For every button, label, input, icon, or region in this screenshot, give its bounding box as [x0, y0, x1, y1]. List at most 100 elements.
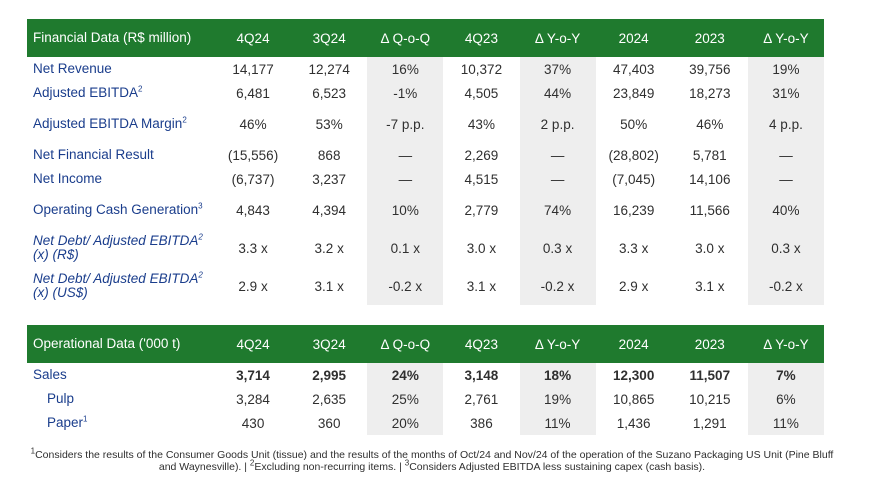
- table-cell: —: [519, 167, 596, 191]
- table-cell: 11%: [519, 411, 596, 435]
- table-cell: 18%: [519, 363, 596, 387]
- col-header-2023: 2023: [694, 30, 725, 46]
- table-cell: 10,215: [689, 391, 731, 407]
- table-cell: 3.3 x: [238, 240, 268, 256]
- table-cell: 10,372: [460, 61, 503, 77]
- table-cell: -0.2 x: [519, 267, 596, 305]
- footnote-marker: 2: [249, 458, 255, 468]
- financial-header-row: Financial Data (R$ million) 4Q24 3Q24 Δ …: [27, 19, 824, 57]
- row-label-sales: Sales: [33, 367, 67, 382]
- table-cell: 3.2 x: [314, 240, 344, 256]
- table-cell: 47,403: [613, 61, 655, 77]
- table-cell: 3,714: [236, 367, 270, 383]
- table-row: Net Revenue 14,177 12,274 16% 10,372 37%…: [27, 57, 824, 81]
- table-cell: 2.9 x: [238, 278, 268, 294]
- table-row: Adjusted EBITDA Margin2 46% 53% -7 p.p. …: [27, 105, 824, 143]
- table-cell: 12,300: [613, 367, 655, 383]
- operational-header-row: Operational Data ('000 t) 4Q24 3Q24 Δ Q-…: [27, 325, 824, 363]
- col-header-3q24: 3Q24: [312, 30, 346, 46]
- table-cell: 5,781: [692, 147, 727, 163]
- table-cell: 6%: [747, 387, 824, 411]
- table-cell: 39,756: [689, 61, 731, 77]
- table-cell: 14,106: [689, 171, 731, 187]
- row-label-net-financial-result: Net Financial Result: [33, 147, 154, 162]
- table-cell: —: [367, 143, 444, 167]
- table-cell: 37%: [519, 57, 596, 81]
- table-cell: 2,761: [464, 391, 499, 407]
- table-cell: 19%: [747, 57, 824, 81]
- table-cell: -7 p.p.: [367, 105, 444, 143]
- table-cell: 4,394: [312, 202, 347, 218]
- table-row: Net Debt/ Adjusted EBITDA2 (x) (R$) 3.3 …: [27, 229, 824, 267]
- row-label-suffix: (x) (R$): [33, 247, 79, 262]
- table-cell: 868: [317, 147, 341, 163]
- table-cell: 10,865: [613, 391, 655, 407]
- table-cell: 0.3 x: [519, 229, 596, 267]
- table-cell: 2 p.p.: [519, 105, 596, 143]
- table-cell: 12,274: [308, 61, 350, 77]
- row-label-text: Operating Cash Generation: [33, 202, 199, 217]
- col-header-4q24: 4Q24: [236, 30, 270, 46]
- table-row: Sales 3,714 2,995 24% 3,148 18% 12,300 1…: [27, 363, 824, 387]
- table-cell: —: [747, 167, 824, 191]
- table-cell: 3,148: [464, 367, 499, 383]
- table-cell: 16%: [367, 57, 444, 81]
- table-cell: 16,239: [613, 202, 655, 218]
- operational-data-table: Operational Data ('000 t) 4Q24 3Q24 Δ Q-…: [27, 325, 824, 435]
- table-cell: —: [519, 143, 596, 167]
- table-cell: 46%: [239, 116, 267, 132]
- table-cell: -1%: [367, 81, 444, 105]
- footnote-marker: 3: [404, 458, 410, 468]
- table-cell: 6,481: [236, 85, 270, 101]
- table-cell: 20%: [367, 411, 444, 435]
- table-row: Paper1 430 360 20% 386 11% 1,436 1,291 1…: [27, 411, 824, 435]
- col-header-delta-yoy: Δ Y-o-Y: [534, 336, 581, 352]
- footnote-marker: 2: [138, 84, 143, 94]
- footnote: 1Considers the results of the Consumer G…: [27, 446, 837, 473]
- table-cell: 3,284: [236, 391, 270, 407]
- row-label-paper: Paper1: [27, 411, 215, 435]
- footnote-text-2: Excluding non-recurring items. |: [254, 461, 405, 473]
- table-cell: —: [747, 143, 824, 167]
- footnote-text-3: Considers Adjusted EBITDA less sustainin…: [409, 461, 706, 473]
- table-cell: 430: [241, 415, 265, 431]
- footnote-marker: 2: [182, 115, 187, 125]
- table-cell: 11%: [747, 411, 824, 435]
- row-label-text: Adjusted EBITDA: [33, 85, 139, 100]
- table-cell: 2.9 x: [619, 278, 649, 294]
- col-header-3q24: 3Q24: [312, 336, 346, 352]
- table-cell: 44%: [519, 81, 596, 105]
- table-cell: 3.1 x: [695, 278, 725, 294]
- table-cell: 2,269: [464, 147, 499, 163]
- table-cell: 10%: [367, 191, 444, 229]
- table-cell: -0.2 x: [747, 267, 824, 305]
- operational-table-title: Operational Data ('000 t): [33, 336, 181, 351]
- table-row: Net Debt/ Adjusted EBITDA2 (x) (US$) 2.9…: [27, 267, 824, 305]
- col-header-2024: 2024: [618, 30, 649, 46]
- table-row: Net Income (6,737) 3,237 — 4,515 — (7,04…: [27, 167, 824, 191]
- table-cell: 4 p.p.: [747, 105, 824, 143]
- table-cell: 1,291: [692, 415, 727, 431]
- col-header-2024: 2024: [618, 336, 649, 352]
- footnote-marker: 1: [30, 446, 36, 456]
- table-cell: 0.1 x: [367, 229, 444, 267]
- table-cell: 50%: [620, 116, 648, 132]
- table-cell: (7,045): [612, 171, 656, 187]
- row-label-text: Net Debt/ Adjusted EBITDA: [33, 233, 199, 248]
- table-row: Net Financial Result (15,556) 868 — 2,26…: [27, 143, 824, 167]
- table-cell: (15,556): [227, 147, 279, 163]
- row-label-adjusted-ebitda: Adjusted EBITDA2: [27, 81, 215, 105]
- table-cell: (28,802): [608, 147, 659, 163]
- table-row: Adjusted EBITDA2 6,481 6,523 -1% 4,505 4…: [27, 81, 824, 105]
- table-cell: 11,566: [689, 202, 730, 218]
- row-label-net-debt-ebitda-brl: Net Debt/ Adjusted EBITDA2 (x) (R$): [27, 229, 215, 267]
- table-cell: 360: [317, 415, 341, 431]
- col-header-delta-qoq: Δ Q-o-Q: [380, 336, 431, 352]
- table-cell: -0.2 x: [367, 267, 444, 305]
- table-cell: 0.3 x: [747, 229, 824, 267]
- footnote-marker: 3: [198, 201, 203, 211]
- table-cell: (6,737): [231, 171, 275, 187]
- table-cell: 3.3 x: [619, 240, 649, 256]
- table-row: Operating Cash Generation3 4,843 4,394 1…: [27, 191, 824, 229]
- table-cell: 43%: [467, 116, 495, 132]
